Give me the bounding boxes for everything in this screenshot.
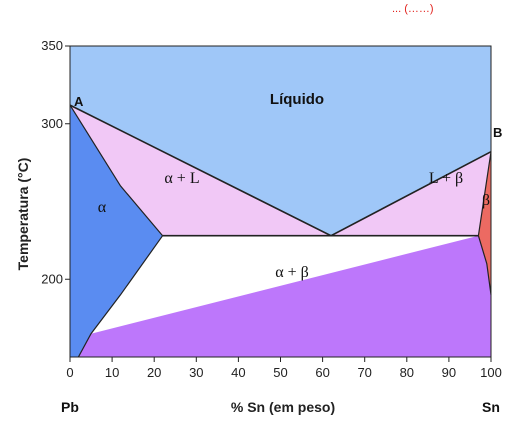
x-tick-label: 60 xyxy=(315,365,329,380)
phase-label-liquid-beta: L + β xyxy=(429,170,463,187)
region-alpha xyxy=(70,105,163,357)
x-tick-label: 30 xyxy=(189,365,203,380)
y-tick-label: 350 xyxy=(41,38,63,53)
y-axis-title: Temperatura (°C) xyxy=(15,158,31,271)
axis-ticks: 0 10 20 30 40 50 60 70 80 90 100 350 300 200 xyxy=(41,38,502,380)
phase-boundaries xyxy=(69,104,492,358)
alpha-solidus-line xyxy=(69,104,164,237)
x-axis-title: % Sn (em peso) xyxy=(231,399,335,415)
x-tick-label: 80 xyxy=(400,365,414,380)
region-alpha-beta xyxy=(70,235,491,357)
phase-label-beta: β xyxy=(482,192,490,209)
x-tick-label: 90 xyxy=(442,365,456,380)
x-tick-label: 50 xyxy=(273,365,287,380)
alpha-solvus-line xyxy=(77,235,164,358)
y-tick-label: 300 xyxy=(41,116,63,131)
phase-label-alpha-beta: α + β xyxy=(275,264,309,281)
point-a-label: A xyxy=(74,94,84,109)
x-tick-label: 0 xyxy=(66,365,73,380)
x-tick-label: 70 xyxy=(357,365,371,380)
region-liquid xyxy=(70,46,491,236)
region-beta xyxy=(478,151,491,295)
top-text-fragment: ... (……) xyxy=(392,3,434,15)
x-tick-label: 100 xyxy=(480,365,502,380)
beta-solidus-line xyxy=(477,151,492,236)
x-tick-label: 20 xyxy=(147,365,161,380)
phase-label-alpha: α xyxy=(98,199,107,216)
x-axis-left-end-pb: Pb xyxy=(61,399,79,415)
beta-solvus-line xyxy=(477,235,492,295)
phase-label-alpha-liquid: α + L xyxy=(164,170,199,187)
phase-label-liquid: Líquido xyxy=(270,91,324,108)
x-tick-label: 40 xyxy=(231,365,245,380)
y-tick-label: 200 xyxy=(41,271,63,286)
x-tick-label: 10 xyxy=(105,365,119,380)
x-axis-right-end-sn: Sn xyxy=(482,399,500,415)
point-b-label: B xyxy=(493,125,502,140)
